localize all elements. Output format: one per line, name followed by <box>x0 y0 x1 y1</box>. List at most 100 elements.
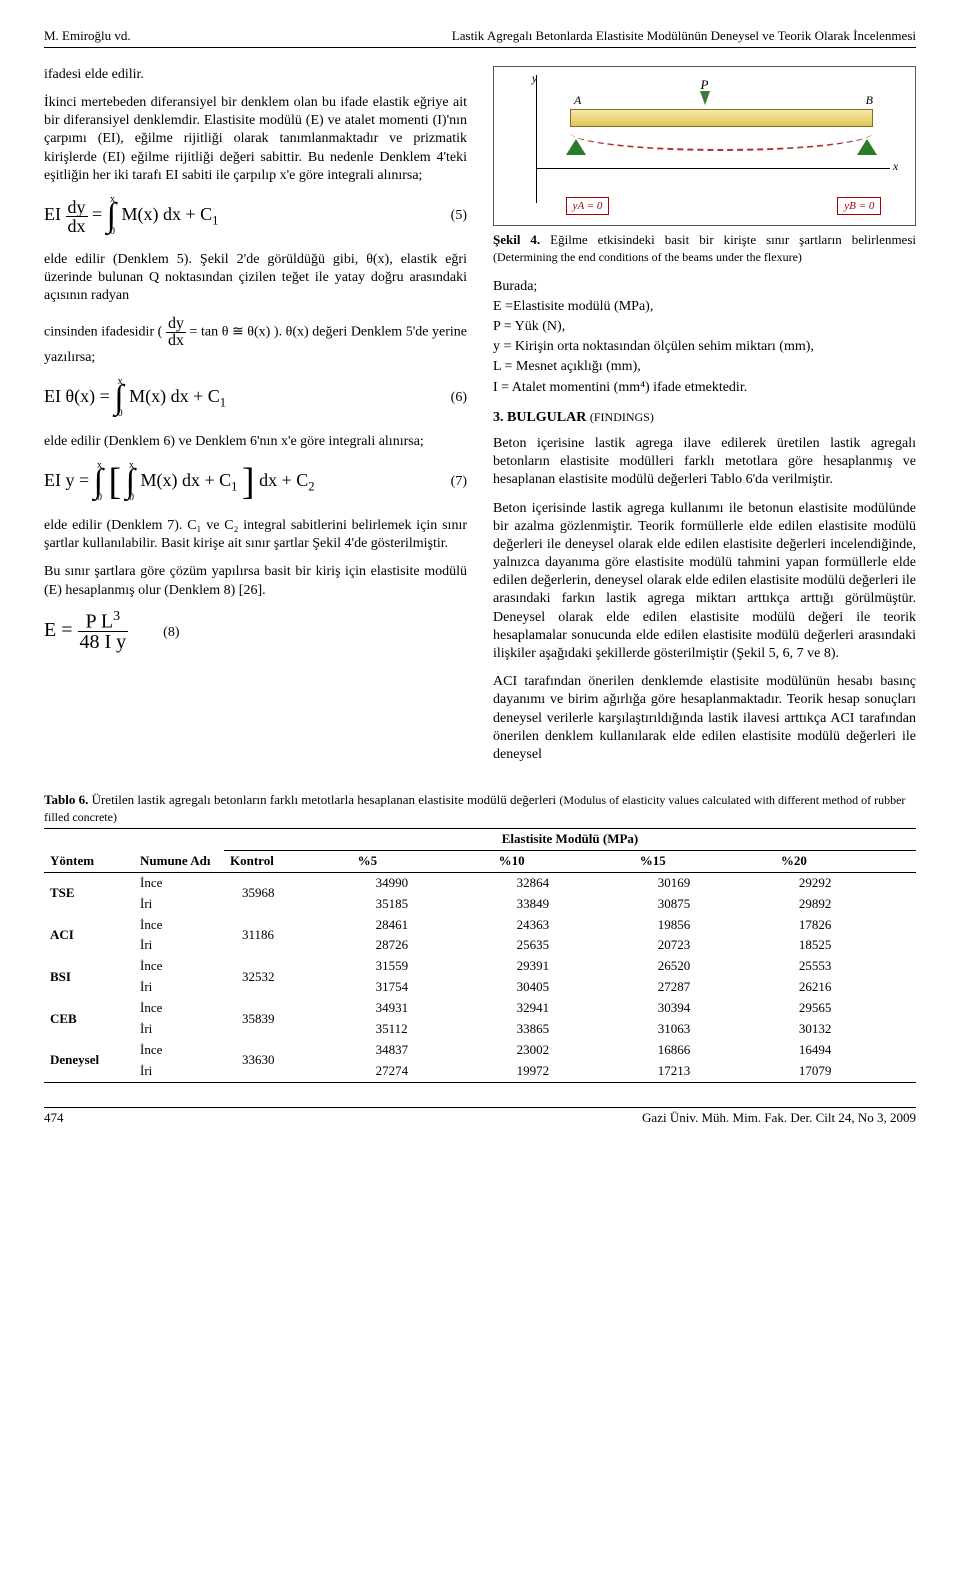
para-eq8-intro: Bu sınır şartlara göre çözüm yapılırsa b… <box>44 563 467 599</box>
def-L: L = Mesnet açıklığı (mm), <box>493 358 916 376</box>
running-footer: 474 Gazi Üniv. Müh. Mim. Fak. Der. Cilt … <box>44 1107 916 1127</box>
th-20: %20 <box>775 850 916 872</box>
cell-kontrol: 35839 <box>224 998 352 1040</box>
figure-4-caption-label: Şekil 4. <box>493 232 540 247</box>
cell-kontrol: 33630 <box>224 1040 352 1082</box>
findings-p3: ACI tarafından önerilen denklemde elasti… <box>493 673 916 764</box>
cell-value: 16866 <box>634 1040 775 1061</box>
th-kontrol: Kontrol <box>224 850 352 872</box>
cell-value: 35112 <box>352 1019 493 1040</box>
cell-sample: İnce <box>134 1040 224 1061</box>
cell-value: 34990 <box>352 872 493 893</box>
cell-value: 27287 <box>634 977 775 998</box>
inline-pre: cinsinden ifadesidir ( <box>44 324 162 339</box>
figure-load-arrow-icon <box>700 91 710 105</box>
th-span: Elastisite Modülü (MPa) <box>224 828 916 850</box>
table-row: Deneyselİnce3363034837230021686616494 <box>44 1040 916 1061</box>
table-6-caption-label: Tablo 6. <box>44 792 88 807</box>
figure-4-caption: Şekil 4. Eğilme etkisindeki basit bir ki… <box>493 232 916 266</box>
figure-x-label: x <box>893 159 898 175</box>
table-row: TSEİnce3596834990328643016929292 <box>44 872 916 893</box>
cell-value: 29892 <box>775 894 916 915</box>
figure-axis-y <box>536 75 537 203</box>
header-rule <box>44 47 916 48</box>
cell-sample: İnce <box>134 998 224 1019</box>
cell-method: Deneysel <box>44 1040 134 1082</box>
section-heading: 3. BULGULAR (FINDINGS) <box>493 409 916 427</box>
defs-head: Burada; <box>493 278 916 296</box>
cell-value: 30132 <box>775 1019 916 1040</box>
figure-4-caption-text: Eğilme etkisindeki basit bir kirişte sın… <box>540 232 916 247</box>
cell-sample: İnce <box>134 872 224 893</box>
figure-y-label: y <box>532 71 537 87</box>
equation-5: EI dydx = ∫x0 M(x) dx + C1 (5) <box>44 195 467 237</box>
cell-value: 28726 <box>352 935 493 956</box>
def-P: P = Yük (N), <box>493 318 916 336</box>
cell-value: 31063 <box>634 1019 775 1040</box>
equation-5-number: (5) <box>427 207 467 225</box>
equation-8: E = P L348 I y (8) <box>44 610 467 653</box>
table-row: İri31754304052728726216 <box>44 977 916 998</box>
figure-bc-a: yA = 0 <box>566 197 610 215</box>
para-intro: İkinci mertebeden diferansiyel bir denkl… <box>44 94 467 185</box>
findings-p1: Beton içerisine lastik agrega ilave edil… <box>493 435 916 490</box>
section-number-title: 3. BULGULAR <box>493 410 590 425</box>
cell-value: 19856 <box>634 915 775 936</box>
figure-support-a-icon <box>566 139 586 155</box>
cell-value: 23002 <box>493 1040 634 1061</box>
cell-sample: İri <box>134 1019 224 1040</box>
cell-value: 27274 <box>352 1061 493 1082</box>
para-eq6-explain: elde edilir (Denklem 6) ve Denklem 6'nın… <box>44 433 467 451</box>
cell-kontrol: 35968 <box>224 872 352 914</box>
table-row: İri35112338653106330132 <box>44 1019 916 1040</box>
cell-value: 16494 <box>775 1040 916 1061</box>
cell-value: 29391 <box>493 956 634 977</box>
section-sub: (FINDINGS) <box>590 410 654 424</box>
cell-value: 34837 <box>352 1040 493 1061</box>
footer-page: 474 <box>44 1110 64 1127</box>
cell-kontrol: 31186 <box>224 915 352 957</box>
table-6-caption: Tablo 6. Üretilen lastik agregalı betonl… <box>44 792 916 826</box>
figure-deflection-curve <box>570 129 873 151</box>
equation-8-number: (8) <box>163 625 179 640</box>
equation-6: EI θ(x) = ∫x0 M(x) dx + C1 (6) <box>44 377 467 419</box>
equation-7-number: (7) <box>427 473 467 491</box>
figure-4-caption-paren: (Determining the end conditions of the b… <box>493 250 802 264</box>
para-eq5-explain: elde edilir (Denklem 5). Şekil 2'de görü… <box>44 251 467 306</box>
cell-sample: İri <box>134 894 224 915</box>
equation-5-body: EI dydx = ∫x0 M(x) dx + C1 <box>44 195 427 237</box>
cell-value: 26520 <box>634 956 775 977</box>
figure-axis-x <box>536 168 890 169</box>
cell-sample: İri <box>134 1061 224 1082</box>
cell-value: 32864 <box>493 872 634 893</box>
cell-value: 28461 <box>352 915 493 936</box>
cell-value: 30169 <box>634 872 775 893</box>
cell-value: 30394 <box>634 998 775 1019</box>
cell-value: 24363 <box>493 915 634 936</box>
table-6-caption-text: Üretilen lastik agregalı betonların fark… <box>88 792 559 807</box>
equation-8-body: E = P L348 I y (8) <box>44 610 427 653</box>
table-6-table: Yöntem Numune Adı Elastisite Modülü (MPa… <box>44 828 916 1083</box>
def-E: E =Elastisite modülü (MPa), <box>493 298 916 316</box>
cell-value: 31559 <box>352 956 493 977</box>
figure-4: P y A B x yA = 0 yB = 0 <box>493 66 916 226</box>
cell-value: 25553 <box>775 956 916 977</box>
def-y: y = Kirişin orta noktasından ölçülen seh… <box>493 338 916 356</box>
cell-value: 32941 <box>493 998 634 1019</box>
para-eq5-a: elde edilir (Denklem 5). Şekil 2'de görü… <box>44 252 467 303</box>
para-inline-eq: cinsinden ifadesidir ( dydx = tan θ ≅ θ(… <box>44 316 467 367</box>
cell-value: 33849 <box>493 894 634 915</box>
th-sample: Numune Adı <box>134 828 224 872</box>
cell-method: BSI <box>44 956 134 998</box>
th-15: %15 <box>634 850 775 872</box>
content-columns: ifadesi elde edilir. İkinci mertebeden d… <box>44 66 916 774</box>
table-row: CEBİnce3583934931329413039429565 <box>44 998 916 1019</box>
header-author: M. Emiroğlu vd. <box>44 28 131 45</box>
cell-method: ACI <box>44 915 134 957</box>
table-row: İri35185338493087529892 <box>44 894 916 915</box>
cell-value: 30875 <box>634 894 775 915</box>
cell-value: 17079 <box>775 1061 916 1082</box>
equation-6-body: EI θ(x) = ∫x0 M(x) dx + C1 <box>44 377 427 419</box>
cell-method: TSE <box>44 872 134 914</box>
def-I: I = Atalet momentini (mm⁴) ifade etmekte… <box>493 379 916 397</box>
